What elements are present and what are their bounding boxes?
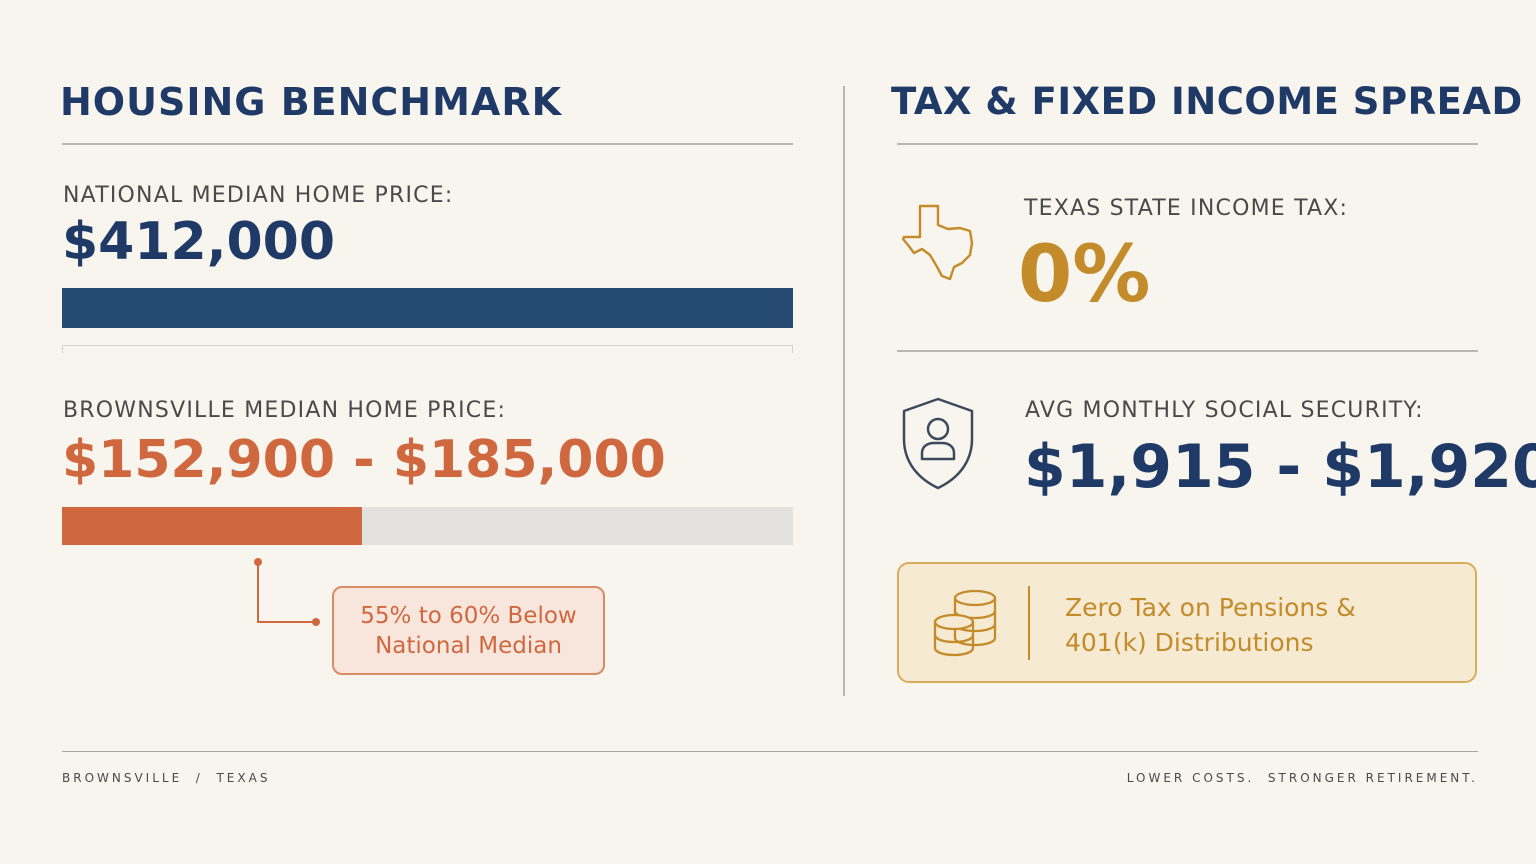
shield-person-icon xyxy=(902,397,974,490)
coin-stack-icon xyxy=(933,589,997,657)
brownsville-price-bar xyxy=(62,507,793,545)
footer-rule xyxy=(62,751,1478,752)
pension-tax-box: Zero Tax on Pensions & 401(k) Distributi… xyxy=(897,562,1477,683)
pension-line-1: Zero Tax on Pensions & xyxy=(1065,593,1356,622)
tax-title: TAX & FIXED INCOME SPREAD xyxy=(891,80,1523,123)
pension-line-2: 401(k) Distributions xyxy=(1065,628,1314,657)
brownsville-median-label: BROWNSVILLE MEDIAN HOME PRICE: xyxy=(63,398,507,423)
national-bar-bracket xyxy=(62,345,793,353)
national-price-bar-fill xyxy=(62,288,793,328)
housing-title-rule xyxy=(62,143,793,145)
tax-title-rule xyxy=(897,143,1478,145)
national-median-value: $412,000 xyxy=(62,212,336,272)
pension-box-divider xyxy=(1028,586,1030,660)
brownsville-median-value: $152,900 - $185,000 xyxy=(62,430,666,490)
brownsville-price-bar-fill xyxy=(62,507,362,545)
national-median-label: NATIONAL MEDIAN HOME PRICE: xyxy=(63,183,454,208)
social-security-label: AVG MONTHLY SOCIAL SECURITY: xyxy=(1025,398,1424,423)
texas-income-tax-value: 0% xyxy=(1018,230,1151,320)
callout-line-2: National Median xyxy=(375,633,562,659)
tax-middle-rule xyxy=(897,350,1478,352)
texas-state-outline-icon xyxy=(901,204,974,281)
callout-line-1: 55% to 60% Below xyxy=(360,603,577,629)
footer-tagline: LOWER COSTS. STRONGER RETIREMENT. xyxy=(1126,771,1478,785)
column-divider xyxy=(843,86,845,696)
social-security-value: $1,915 - $1,920 xyxy=(1024,432,1536,502)
national-price-bar xyxy=(62,288,793,328)
below-median-callout: 55% to 60% Below National Median xyxy=(332,586,605,675)
housing-title: HOUSING BENCHMARK xyxy=(60,80,563,124)
footer-location: BROWNSVILLE / TEXAS xyxy=(62,771,271,785)
pension-tax-text: Zero Tax on Pensions & 401(k) Distributi… xyxy=(1065,590,1356,660)
callout-connector xyxy=(254,558,320,626)
texas-income-tax-label: TEXAS STATE INCOME TAX: xyxy=(1024,196,1349,221)
